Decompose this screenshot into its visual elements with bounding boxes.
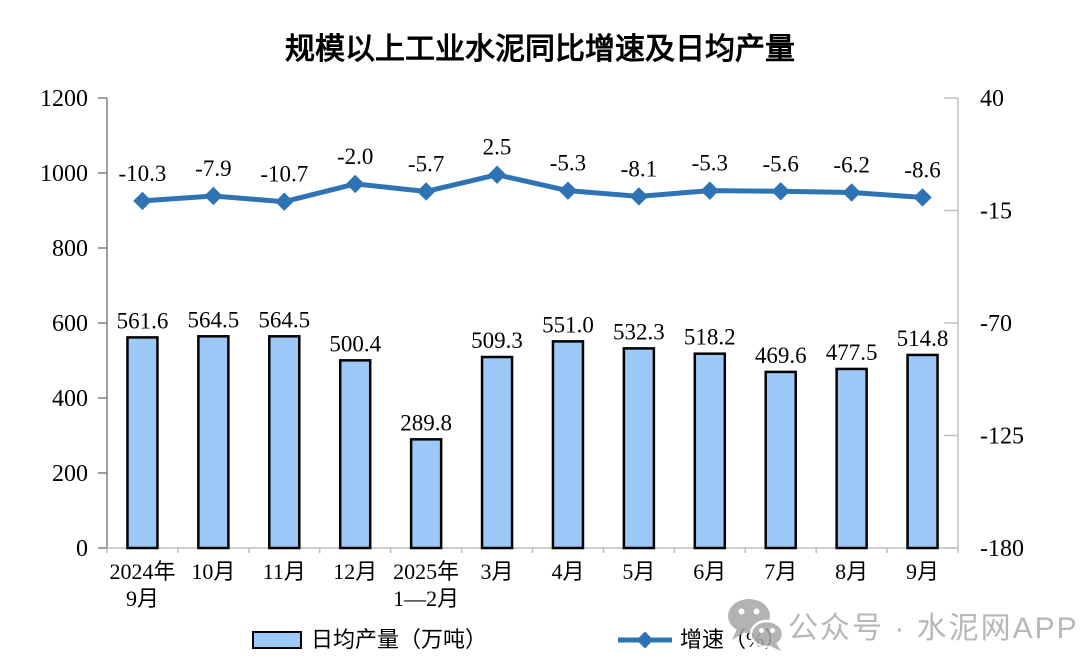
bar-value-label: 514.8 — [897, 326, 949, 351]
line-value-label: -5.6 — [762, 151, 798, 176]
bar-value-label: 289.8 — [400, 410, 452, 435]
legend-line-swatch — [618, 631, 672, 649]
y-axis-right-label: 40 — [980, 86, 1004, 112]
bar — [764, 370, 797, 550]
x-axis-label: 3月 — [481, 559, 514, 584]
bar — [126, 336, 159, 550]
bar — [622, 347, 656, 550]
y-axis-right-label: -70 — [980, 311, 1012, 337]
bar — [338, 359, 372, 550]
y-axis-left-label: 600 — [52, 311, 88, 337]
x-axis-label: 6月 — [693, 559, 726, 584]
watermark: 公众号 · 水泥网APP — [726, 597, 1079, 653]
x-axis-label: 9月 — [906, 559, 939, 584]
bar-value-label: 477.5 — [826, 340, 878, 365]
bar — [197, 335, 230, 550]
line-value-label: -5.3 — [550, 151, 586, 176]
bar-value-label: 564.5 — [258, 307, 310, 332]
legend-bar-swatch — [252, 631, 302, 649]
bar-value-label: 500.4 — [329, 331, 381, 356]
line-value-label: -6.2 — [833, 153, 869, 178]
line-value-label: -5.7 — [408, 151, 444, 176]
bar — [268, 335, 301, 550]
y-axis-left-label: 1200 — [40, 86, 88, 112]
line-value-label: -8.6 — [904, 157, 940, 182]
line-value-label: -10.3 — [118, 161, 166, 186]
line-value-label: 2.5 — [483, 135, 512, 160]
line-marker — [416, 182, 436, 201]
x-axis-label: 4月 — [551, 559, 584, 584]
wechat-icon — [728, 599, 784, 651]
line-value-label: -2.0 — [337, 144, 373, 169]
y-axis-right-label: -15 — [980, 199, 1012, 225]
bar-value-label: 564.5 — [188, 307, 240, 332]
line-marker — [487, 165, 507, 184]
bar-value-label: 551.0 — [542, 312, 594, 337]
line-value-label: -5.3 — [692, 151, 728, 176]
watermark-text: 公众号 · 水泥网APP — [788, 612, 1079, 645]
line-marker — [275, 192, 294, 211]
line-value-label: -10.7 — [260, 162, 308, 187]
bar-value-label: 532.3 — [613, 319, 665, 344]
legend-bar-label: 日均产量（万吨） — [311, 627, 488, 652]
line-marker — [558, 181, 578, 200]
line-value-label: -8.1 — [621, 156, 657, 181]
x-axis-label: 1—2月 — [393, 586, 459, 611]
x-axis-label: 12月 — [333, 559, 377, 584]
bar-value-label: 469.6 — [755, 343, 807, 368]
line-marker — [346, 174, 365, 194]
bar-value-label: 561.6 — [117, 308, 169, 333]
x-axis-label: 5月 — [622, 559, 655, 584]
line-marker — [700, 181, 719, 200]
x-axis-label: 2024年 — [109, 559, 175, 584]
x-axis-label: 9月 — [126, 586, 159, 611]
bar — [906, 353, 939, 550]
x-axis-label: 8月 — [835, 559, 868, 584]
line-marker — [629, 187, 649, 206]
bar — [693, 352, 727, 550]
legend-item-bar: 日均产量（万吨） — [252, 629, 487, 651]
line-marker — [842, 183, 861, 202]
y-axis-left-label: 0 — [76, 536, 88, 562]
line-marker — [133, 191, 152, 211]
y-axis-right-label: -125 — [980, 424, 1024, 450]
line-marker — [913, 188, 932, 207]
y-axis-right-label: -180 — [980, 536, 1024, 562]
line-value-label: -7.9 — [195, 156, 231, 181]
x-axis-label: 11月 — [263, 559, 306, 584]
y-axis-left-label: 800 — [52, 236, 88, 262]
bar — [409, 438, 443, 550]
y-axis-left-label: 1000 — [40, 161, 88, 187]
growth-line — [139, 172, 926, 205]
legend-line-marker — [636, 631, 654, 649]
bar-value-label: 509.3 — [471, 328, 523, 353]
y-axis-left-label: 200 — [52, 461, 88, 487]
bar — [835, 367, 868, 550]
chart-title: 规模以上工业水泥同比增速及日均产量 — [285, 33, 795, 66]
line-marker — [204, 186, 223, 206]
y-axis-left-label: 400 — [52, 386, 88, 412]
bar-value-label: 518.2 — [684, 325, 736, 350]
x-axis-label: 2025年 — [393, 559, 459, 584]
x-axis-label: 10月 — [191, 559, 235, 584]
bar — [480, 355, 514, 550]
line-marker — [771, 182, 790, 201]
bar — [551, 340, 585, 550]
x-axis-label: 7月 — [764, 559, 797, 584]
